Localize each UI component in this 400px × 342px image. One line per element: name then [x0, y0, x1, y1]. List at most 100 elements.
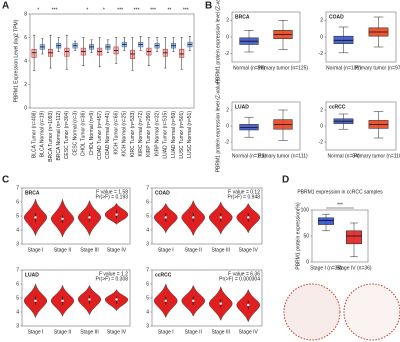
- y-axis-label: PBRM1 protein expression level (Z-value): [215, 0, 221, 83]
- median-dot: [88, 298, 91, 301]
- x-tick-label: BRCA Tumor (n=1093): [48, 111, 54, 162]
- x-tick-label: Stage I (n=36): [310, 265, 342, 271]
- x-tick-label: Stage III: [211, 247, 230, 253]
- median-dot: [34, 299, 37, 302]
- stat-text: Pr(>F) = 0.000304: [219, 276, 260, 282]
- panel-label: D: [282, 175, 289, 186]
- x-tick-label: Primary tumor (n=111): [258, 153, 308, 159]
- median-dot: [61, 299, 64, 302]
- y-tick-label: 4: [24, 58, 27, 64]
- x-tick-label: KIRP Normal (n=32): [154, 111, 160, 156]
- y-tick-label: 4: [16, 227, 19, 233]
- x-tick-label: Stage I: [158, 247, 174, 253]
- y-tick-label: 7: [16, 185, 19, 191]
- significance-label: *: [37, 7, 39, 13]
- y-tick-label: 8: [24, 11, 27, 17]
- significance-label: *: [86, 7, 88, 13]
- median-dot: [61, 217, 64, 220]
- x-tick-label: LUAD Normal (n=59): [171, 111, 177, 158]
- x-tick-label: Stage II: [185, 247, 202, 253]
- box: [346, 230, 362, 245]
- x-tick-label: Stage III: [80, 247, 99, 253]
- median-dot: [192, 216, 195, 219]
- x-tick-label: COAD Normal (n=41): [105, 111, 111, 159]
- chart-title: ccRCC: [155, 272, 172, 278]
- y-tick-label: 0: [320, 34, 323, 40]
- plot-frame: [29, 13, 195, 109]
- box: [129, 50, 136, 59]
- chart-title: PBRM1 expression in ccRCC samples: [297, 189, 383, 195]
- x-tick-label: Stage I: [28, 247, 44, 253]
- x-tick-label: BRCA Normal (n=112): [56, 111, 62, 161]
- significance-label: *: [103, 7, 105, 13]
- y-tick-label: 100: [301, 207, 310, 213]
- x-tick-label: Primary tumor (n=125): [258, 65, 308, 71]
- y-tick-label: 6: [146, 281, 149, 287]
- median-dot: [247, 216, 250, 219]
- x-tick-label: Primary tumor (n=97): [355, 65, 400, 71]
- x-tick-label: Stage III: [80, 329, 99, 335]
- stat-text: F value = 1.58: [96, 189, 128, 195]
- x-tick-label: Stage III: [211, 329, 230, 335]
- chart-title: ccRCC: [329, 104, 346, 110]
- x-tick-label: Stage I: [28, 329, 44, 335]
- x-tick-label: Stage IV: [239, 247, 259, 253]
- median-dot: [219, 302, 222, 305]
- x-tick-label: Normal (n=100): [326, 65, 361, 71]
- box: [179, 49, 185, 58]
- y-tick-label: 6: [146, 199, 149, 205]
- median-dot: [88, 216, 91, 219]
- x-tick-label: Stage II: [54, 247, 71, 253]
- x-tick-label: BLCA Tumor (n=408): [31, 111, 37, 158]
- stat-text: F value = 1.2: [99, 271, 128, 277]
- x-tick-label: Stage IV: [107, 329, 127, 335]
- x-tick-label: Stage II: [54, 329, 71, 335]
- y-axis-label: PBRM1 protein expression level (Z-value): [215, 79, 221, 172]
- x-tick-label: Normal (n=111): [232, 153, 266, 159]
- y-tick-label: 4: [16, 309, 19, 315]
- box: [64, 47, 70, 57]
- stat-text: Pr(>F) = 0.308: [95, 276, 128, 282]
- chart-title: LUAD: [235, 104, 249, 110]
- tissue-image: [283, 283, 341, 341]
- y-tick-label: 4: [146, 309, 149, 315]
- box: [31, 49, 37, 58]
- x-tick-label: Stage IV: [239, 329, 259, 335]
- stat-text: Pr(>F) = 0.948: [227, 194, 260, 200]
- median-dot: [247, 303, 250, 307]
- x-tick-label: LUAD Tumor (n=515): [163, 111, 169, 159]
- y-tick-label: 4: [146, 227, 149, 233]
- significance-label: ***: [134, 7, 140, 13]
- y-tick-label: 2: [24, 82, 27, 88]
- chart-title: BRCA: [235, 14, 250, 20]
- x-tick-label: KICH Tumor (n=66): [113, 111, 119, 155]
- x-tick-label: KICH Normal (n=25): [122, 111, 128, 157]
- panel-label: A: [2, 1, 9, 12]
- histology-images: [283, 283, 400, 341]
- x-tick-label: Normal (n=84): [327, 153, 359, 159]
- tissue-image: [343, 283, 400, 341]
- y-tick-label: 0: [320, 123, 323, 129]
- x-tick-label: Stage IV: [107, 247, 127, 253]
- y-tick-label: 3: [146, 323, 149, 329]
- significance-label: ***: [52, 7, 58, 13]
- significance-label: ***: [183, 7, 189, 13]
- x-tick-label: CESC Tumor (n=304): [64, 111, 70, 160]
- x-tick-label: Primary tumor (n=110): [354, 153, 400, 159]
- x-tick-label: Normal (n=18): [233, 65, 265, 71]
- y-tick-label: 2: [226, 107, 229, 113]
- median-dot: [115, 213, 118, 216]
- median-dot: [219, 216, 222, 219]
- x-tick-label: KIRC Normal (n=72): [138, 111, 144, 157]
- y-tick-label: 2: [226, 18, 229, 24]
- y-tick-label: 2: [320, 107, 323, 113]
- y-tick-label: 6: [24, 35, 27, 41]
- x-tick-label: CESC Normal (n=3): [72, 111, 78, 156]
- y-tick-label: -2: [225, 51, 230, 57]
- chart-title: BRCA: [25, 190, 40, 196]
- significance-label: **: [167, 7, 171, 13]
- y-tick-label: 6: [16, 199, 19, 205]
- y-tick-label: -2: [225, 139, 230, 145]
- x-tick-label: BLCA Normal (n=19): [40, 111, 46, 158]
- y-tick-label: -2: [319, 51, 324, 57]
